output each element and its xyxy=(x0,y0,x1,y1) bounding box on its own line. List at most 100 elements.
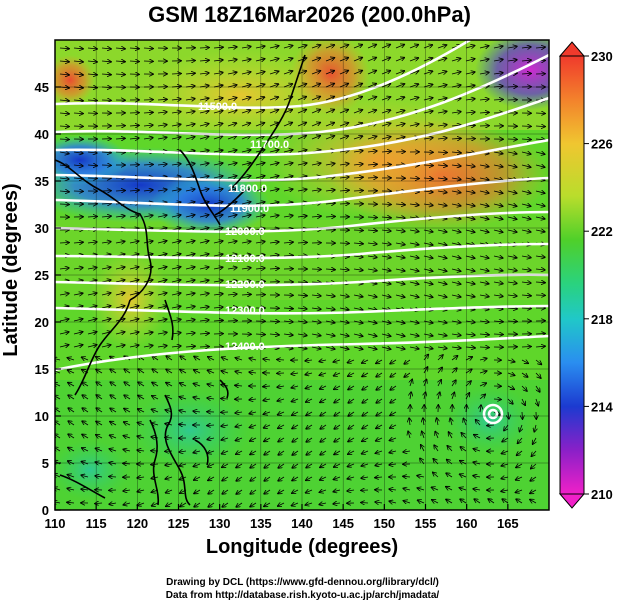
wind-arrow xyxy=(325,84,334,88)
x-tick-label: 165 xyxy=(497,516,519,531)
colorbar-label: 226 xyxy=(591,137,613,152)
wind-arrow xyxy=(222,464,229,467)
wind-arrow xyxy=(306,437,313,442)
wind-arrow xyxy=(157,332,167,334)
wind-arrow xyxy=(465,46,475,49)
wind-arrow xyxy=(479,165,489,167)
wind-arrow xyxy=(339,190,349,191)
wind-arrow xyxy=(311,136,320,140)
wind-arrow xyxy=(390,385,397,390)
wind-arrow xyxy=(143,332,153,334)
wind-arrow xyxy=(507,282,517,283)
wind-arrow xyxy=(535,217,545,219)
wind-arrow xyxy=(437,111,447,113)
wind-arrow xyxy=(292,412,299,415)
wind-arrow xyxy=(463,419,466,426)
wind-arrow xyxy=(207,425,215,426)
wind-arrow xyxy=(110,369,117,373)
wind-arrow xyxy=(381,110,391,113)
wind-arrow xyxy=(269,71,279,74)
wind-arrow xyxy=(389,464,397,465)
wind-arrow xyxy=(180,370,187,374)
wind-arrow xyxy=(381,269,391,271)
wind-arrow xyxy=(353,177,363,178)
wind-arrow xyxy=(213,254,223,256)
wind-arrow xyxy=(339,84,348,88)
wind-arrow xyxy=(409,243,419,245)
wind-arrow xyxy=(535,334,545,335)
wind-arrow xyxy=(339,177,349,178)
wind-arrow xyxy=(381,137,391,139)
wind-arrow xyxy=(59,48,69,49)
x-tick-label: 140 xyxy=(291,516,313,531)
wind-arrow xyxy=(381,71,390,75)
contour-label: 12400.0 xyxy=(225,341,265,353)
wind-arrow xyxy=(334,451,341,455)
wind-arrow xyxy=(395,282,405,284)
wind-arrow xyxy=(185,124,195,126)
wind-arrow xyxy=(325,308,335,310)
wind-arrow xyxy=(255,123,264,126)
wind-arrow xyxy=(409,418,410,426)
wind-arrow xyxy=(59,204,69,205)
wind-arrow xyxy=(320,424,327,429)
wind-arrow xyxy=(437,45,447,48)
wind-arrow xyxy=(437,191,447,193)
wind-arrow xyxy=(362,373,369,377)
wind-arrow xyxy=(143,241,153,243)
wind-arrow xyxy=(241,47,251,49)
wind-arrow xyxy=(461,433,467,439)
wind-arrow xyxy=(55,474,61,477)
wind-arrow xyxy=(465,125,475,126)
wind-arrow xyxy=(249,358,257,360)
wind-arrow xyxy=(123,449,131,451)
wind-arrow xyxy=(179,424,187,425)
wind-arrow xyxy=(437,138,447,139)
wind-arrow xyxy=(311,84,320,88)
wind-arrow xyxy=(381,204,391,205)
wind-arrow xyxy=(493,73,503,74)
wind-arrow xyxy=(213,241,223,243)
wind-arrow xyxy=(283,216,293,218)
wind-arrow xyxy=(535,359,542,364)
wind-arrow xyxy=(255,242,265,244)
wind-arrow xyxy=(137,450,145,451)
wind-arrow xyxy=(283,163,293,165)
wind-arrow xyxy=(87,74,97,75)
colorbar-label: 218 xyxy=(591,312,613,327)
wind-arrow xyxy=(367,178,377,179)
wind-arrow xyxy=(110,395,117,400)
wind-arrow xyxy=(157,346,167,347)
wind-arrow xyxy=(362,386,369,390)
wind-arrow xyxy=(269,163,279,165)
wind-arrow xyxy=(87,152,97,153)
wind-arrow xyxy=(227,215,237,217)
wind-arrow xyxy=(381,84,390,87)
wind-arrow xyxy=(479,358,487,360)
wind-arrow xyxy=(185,176,195,178)
wind-arrow xyxy=(535,230,545,232)
wind-arrow xyxy=(292,437,299,442)
wind-arrow xyxy=(101,306,111,308)
wind-arrow xyxy=(143,112,153,113)
wind-arrow xyxy=(292,399,299,402)
wind-arrow xyxy=(395,58,404,62)
wind-arrow xyxy=(395,71,404,74)
wind-arrow xyxy=(227,136,237,139)
wind-arrow xyxy=(222,451,229,454)
wind-arrow xyxy=(437,334,447,336)
wind-arrow xyxy=(381,295,391,297)
wind-arrow xyxy=(101,216,111,217)
wind-arrow xyxy=(255,136,264,140)
wind-arrow xyxy=(306,464,313,468)
wind-arrow xyxy=(437,152,447,153)
wind-arrow xyxy=(446,487,453,490)
wind-arrow xyxy=(115,345,125,347)
wind-arrow xyxy=(297,347,307,349)
wind-arrow xyxy=(67,502,75,503)
wind-arrow xyxy=(465,165,475,167)
wind-arrow xyxy=(101,345,111,347)
wind-arrow xyxy=(459,488,467,490)
wind-arrow xyxy=(213,73,223,75)
